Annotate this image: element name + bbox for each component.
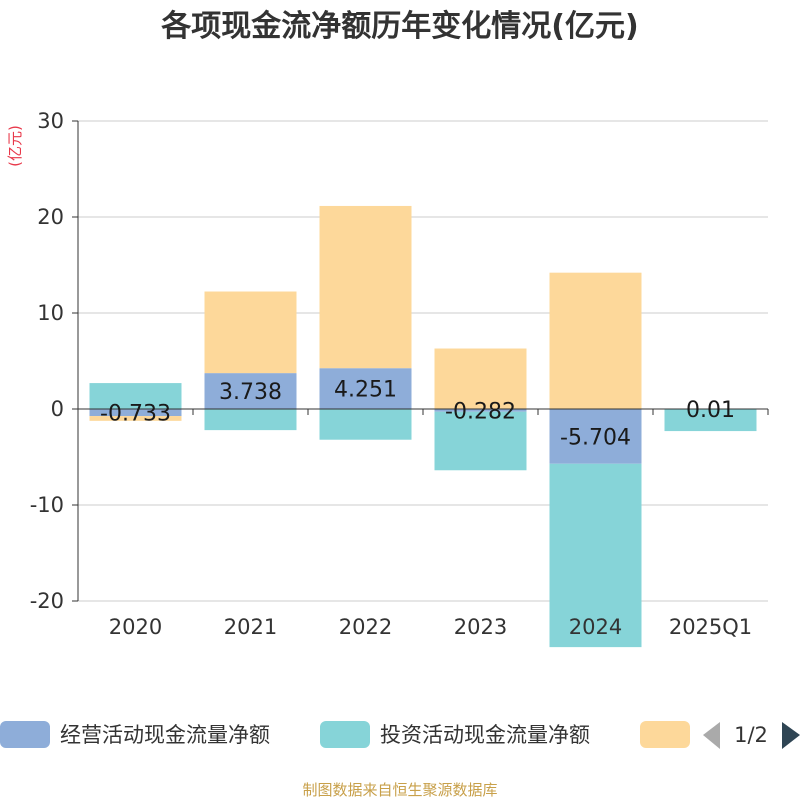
legend-label: 经营活动现金流量净额	[60, 723, 270, 747]
gridlines	[78, 120, 768, 602]
bar-series2-2021	[204, 409, 297, 431]
legend-next-icon[interactable]	[782, 722, 800, 749]
chart-title: 各项现金流净额历年变化情况(亿元)	[160, 9, 638, 44]
data-label: 4.251	[334, 378, 397, 403]
y-tick-label: -20	[30, 589, 64, 613]
source-note: 制图数据来自恒生聚源数据库	[302, 781, 497, 799]
bar-series2-2025Q1	[664, 409, 757, 432]
x-tick-label: 2025Q1	[669, 615, 752, 639]
legend-swatch	[320, 721, 370, 748]
bar-series3-2020	[89, 416, 182, 421]
bar-series2-2023	[434, 411, 527, 471]
data-labels: -0.733 3.738 4.251 -0.282 -5.704 0.01	[100, 378, 735, 451]
x-tick-label: 2022	[339, 615, 392, 639]
bars	[89, 205, 757, 648]
bar-series1-2021	[204, 373, 297, 409]
axes: 30 20 10 0 -10 -20 2020 2021 2022 2023 2024 2025Q1	[30, 109, 769, 639]
legend-item-3[interactable]	[640, 721, 690, 748]
x-tick-label: 2023	[454, 615, 507, 639]
data-label: -5.704	[560, 425, 631, 450]
legend[interactable]: 经营活动现金流量净额 投资活动现金流量净额 1/2	[0, 721, 800, 749]
legend-label: 投资活动现金流量净额	[380, 723, 590, 747]
legend-swatch	[640, 721, 690, 748]
y-tick-label: 10	[37, 301, 64, 325]
legend-swatch	[0, 721, 50, 748]
bar-series3-2022	[319, 205, 412, 369]
bar-series1-2022	[319, 368, 412, 409]
bar-series2-2022	[319, 409, 412, 440]
x-tick-label: 2024	[569, 615, 622, 639]
data-label: 0.01	[686, 398, 735, 423]
bar-series3-2024	[549, 272, 642, 409]
legend-item-1[interactable]: 经营活动现金流量净额	[0, 721, 270, 748]
bar-series1-2020	[89, 409, 182, 417]
bar-series1-2024	[549, 409, 642, 464]
y-tick-label: -10	[30, 493, 64, 517]
legend-prev-icon[interactable]	[703, 722, 720, 749]
y-tick-label: 20	[37, 205, 64, 229]
bar-series2-2020	[89, 383, 182, 409]
bar-series1-2023	[434, 409, 527, 412]
bar-series3-2021	[204, 291, 297, 374]
y-tick-label: 30	[37, 109, 64, 133]
x-tick-label: 2020	[109, 615, 162, 639]
legend-page-indicator: 1/2	[734, 723, 768, 747]
bar-series2-2024	[549, 463, 642, 648]
data-label: -0.733	[100, 402, 171, 427]
y-axis-unit: (亿元)	[6, 125, 24, 167]
bar-series3-2023	[434, 348, 527, 409]
legend-item-2[interactable]: 投资活动现金流量净额	[320, 721, 590, 748]
x-tick-label: 2021	[224, 615, 277, 639]
data-label: 3.738	[219, 380, 282, 405]
y-tick-label: 0	[51, 397, 64, 421]
data-label: -0.282	[445, 399, 516, 424]
